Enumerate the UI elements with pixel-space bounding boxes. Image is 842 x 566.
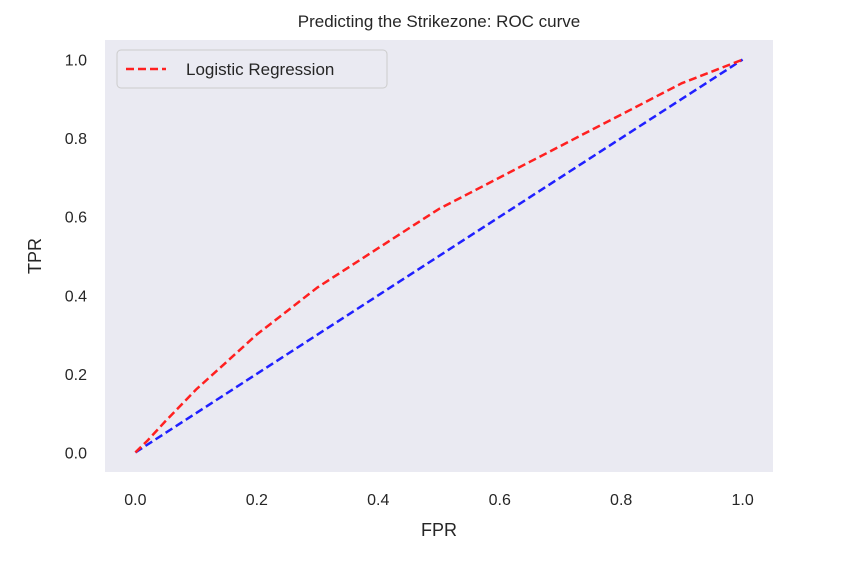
x-tick-label: 1.0 <box>732 492 754 509</box>
x-tick-labels: 0.0 0.2 0.4 0.6 0.8 1.0 <box>124 492 754 509</box>
x-tick-label: 0.4 <box>367 492 389 509</box>
chart-title: Predicting the Strikezone: ROC curve <box>298 12 581 31</box>
x-axis-label: FPR <box>421 520 457 540</box>
y-tick-label: 0.0 <box>65 445 87 462</box>
legend: Logistic Regression <box>116 49 388 89</box>
y-tick-labels: 0.0 0.2 0.4 0.6 0.8 1.0 <box>65 53 87 463</box>
y-tick-label: 1.0 <box>65 53 87 70</box>
x-tick-label: 0.6 <box>489 492 511 509</box>
y-tick-label: 0.4 <box>65 288 87 305</box>
x-tick-label: 0.8 <box>610 492 632 509</box>
x-tick-label: 0.0 <box>124 492 146 509</box>
series-line-diagonal <box>134 58 744 454</box>
y-axis-label: TPR <box>25 238 45 274</box>
y-tick-label: 0.8 <box>65 131 87 148</box>
y-tick-label: 0.2 <box>65 367 87 384</box>
legend-label-logistic-regression: Logistic Regression <box>186 60 334 79</box>
x-tick-label: 0.2 <box>246 492 268 509</box>
series-line-logistic-regression <box>134 58 744 454</box>
y-tick-label: 0.6 <box>65 210 87 227</box>
series-layer <box>134 58 744 454</box>
legend-box <box>116 49 388 89</box>
